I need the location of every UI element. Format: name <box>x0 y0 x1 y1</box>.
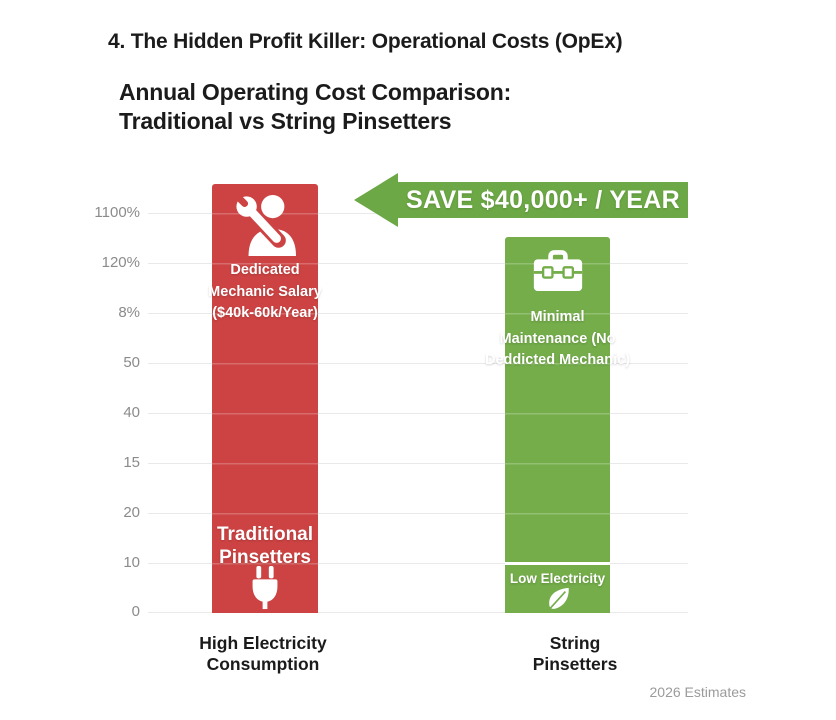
gridline <box>148 563 688 564</box>
gridline-baseline <box>148 612 688 613</box>
y-tick-label: 0 <box>131 603 140 620</box>
gridline <box>148 363 688 364</box>
chart-title: Annual Operating Cost Comparison: Tradit… <box>119 78 511 136</box>
bar-traditional-name: Traditional Pinsetters <box>212 523 318 569</box>
bar-traditional-top-label-line3: ($40k-60k/Year) <box>212 305 318 321</box>
bar-string-top-label-line3: Deddicted Mechanic) <box>484 352 631 368</box>
y-tick-label: 15 <box>123 454 140 471</box>
y-tick-label: 120% <box>101 254 140 271</box>
x-label-traditional-line1: High Electricity <box>199 633 327 653</box>
gridline <box>148 413 688 414</box>
footnote: 2026 Estimates <box>649 684 747 700</box>
gridline <box>148 513 688 514</box>
y-tick-label: 1100% <box>94 204 140 221</box>
bar-string-top-label-line2: Maintenance (No <box>499 330 616 347</box>
savings-arrow-label: SAVE $40,000+ / YEAR <box>406 186 680 214</box>
chart-title-line2: Traditional vs String Pinsetters <box>119 108 452 134</box>
y-tick-label: 50 <box>123 354 140 371</box>
toolbox-icon <box>533 250 582 291</box>
bar-traditional-pinsetters: Dedicated Mechanic Salary ($40k-60k/Year… <box>208 184 322 613</box>
x-label-string: String Pinsetters <box>475 633 675 675</box>
gridline <box>148 313 688 314</box>
chart-title-line1: Annual Operating Cost Comparison: <box>119 79 512 105</box>
bar-string-top-label: Minimal Maintenance (No Deddicted Mechan… <box>485 307 630 372</box>
page-title: 4. The Hidden Profit Killer: Operational… <box>108 30 623 53</box>
x-label-string-line1: String <box>549 633 601 653</box>
bar-traditional-top-label-line2: Mechanic Salary <box>208 283 322 300</box>
bar-traditional-name-line2: Pinsetters <box>219 547 311 568</box>
x-label-traditional-line2: Consumption <box>206 654 320 674</box>
bar-segment-divider <box>505 562 610 565</box>
bar-string-segment-label: Low Electricity <box>509 571 606 586</box>
x-label-traditional: High Electricity Consumption <box>163 633 363 675</box>
bar-string-pinsetters: Minimal Maintenance (No Deddicted Mechan… <box>485 237 630 613</box>
bar-traditional-top-label-line1: Dedicated <box>230 262 300 278</box>
bar-traditional-name-line1: Traditional <box>216 524 314 545</box>
y-tick-label: 8% <box>118 304 140 321</box>
gridline <box>148 263 688 264</box>
savings-arrow: SAVE $40,000+ / YEAR <box>354 172 688 228</box>
y-tick-label: 10 <box>123 554 140 571</box>
y-tick-label: 20 <box>123 504 140 521</box>
bar-traditional-top-label: Dedicated Mechanic Salary ($40k-60k/Year… <box>208 260 322 325</box>
bar-string-top-label-line1: Minimal <box>530 309 585 325</box>
y-tick-label: 40 <box>123 404 140 421</box>
mechanic-wrench-icon <box>234 192 296 256</box>
left-arrow-icon <box>354 173 688 227</box>
gridline <box>148 463 688 464</box>
leaf-icon <box>548 587 569 610</box>
x-label-string-line2: Pinsetters <box>532 654 618 674</box>
power-plug-icon <box>252 566 278 610</box>
